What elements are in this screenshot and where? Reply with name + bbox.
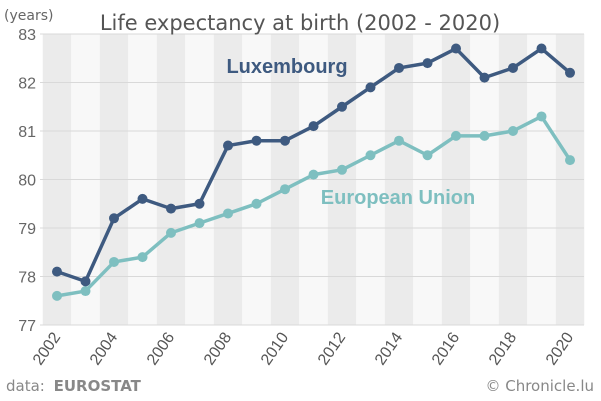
x-tick-label: 2014 <box>372 329 406 368</box>
data-source-name: EUROSTAT <box>54 377 142 395</box>
data-point-european-union <box>52 290 62 301</box>
x-tick-label: 2004 <box>87 329 121 368</box>
data-point-luxembourg <box>508 62 518 73</box>
series-points <box>52 43 575 301</box>
data-point-luxembourg <box>536 43 547 54</box>
data-point-european-union <box>109 256 119 267</box>
data-source-prefix: data: <box>6 377 45 395</box>
horizontal-gridlines <box>40 33 584 326</box>
data-point-european-union <box>137 252 148 263</box>
data-point-european-union <box>166 227 176 238</box>
data-point-european-union <box>536 111 547 122</box>
x-tick-label: 2008 <box>201 329 235 368</box>
y-tick-label: 78 <box>18 270 36 287</box>
data-point-luxembourg <box>80 276 91 287</box>
y-tick-label: 83 <box>18 27 36 44</box>
data-point-luxembourg <box>565 67 575 78</box>
credit-label: © Chronicle.lu <box>485 377 594 395</box>
data-point-european-union <box>337 164 347 175</box>
data-point-european-union <box>365 150 376 161</box>
y-axis-tick-labels: 77 78 79 80 81 82 83 <box>18 27 36 335</box>
data-point-european-union <box>223 208 233 219</box>
y-tick-label: 82 <box>18 76 36 93</box>
y-tick-label: 80 <box>18 173 36 190</box>
x-axis-tick-labels: 2002 2004 2006 2008 2010 2012 2014 2016 2018 2020 <box>30 329 577 368</box>
data-point-european-union <box>280 184 290 195</box>
data-point-luxembourg <box>109 213 119 224</box>
data-point-european-union <box>194 218 205 229</box>
data-point-luxembourg <box>422 58 433 69</box>
chart-title: Life expectancy at birth (2002 - 2020) <box>100 11 500 35</box>
data-source: data: EUROSTAT <box>6 377 142 395</box>
data-point-luxembourg <box>223 140 233 151</box>
series-label-luxembourg: Luxembourg <box>226 56 347 78</box>
data-point-luxembourg <box>52 266 62 277</box>
data-point-european-union <box>422 150 433 161</box>
data-point-european-union <box>451 130 461 141</box>
data-point-european-union <box>479 130 490 141</box>
x-tick-label: 2016 <box>429 329 463 368</box>
x-tick-label: 2018 <box>486 329 520 368</box>
data-point-luxembourg <box>137 193 148 204</box>
y-tick-label: 81 <box>18 124 36 141</box>
data-point-luxembourg <box>479 72 490 83</box>
data-point-european-union <box>565 155 575 166</box>
series-label-european-union: European Union <box>321 187 475 209</box>
data-point-luxembourg <box>280 135 290 146</box>
y-axis-unit-label: (years) <box>4 8 53 24</box>
data-point-european-union <box>508 126 518 136</box>
data-point-european-union <box>308 169 319 180</box>
data-point-european-union <box>80 286 91 297</box>
data-point-luxembourg <box>394 62 404 73</box>
data-point-luxembourg <box>365 82 376 93</box>
x-tick-label: 2002 <box>30 329 64 368</box>
data-point-luxembourg <box>308 121 319 132</box>
y-tick-label: 79 <box>18 221 36 238</box>
data-point-luxembourg <box>337 101 347 112</box>
y-tick-label: 77 <box>18 318 36 335</box>
data-point-luxembourg <box>251 135 262 146</box>
x-tick-label: 2010 <box>258 329 292 368</box>
x-tick-label: 2012 <box>315 329 349 368</box>
data-point-luxembourg <box>451 43 461 54</box>
x-tick-label: 2020 <box>543 329 577 368</box>
data-point-european-union <box>394 135 404 146</box>
data-point-european-union <box>251 198 262 209</box>
x-tick-label: 2006 <box>144 329 178 368</box>
data-point-luxembourg <box>194 198 205 209</box>
data-point-luxembourg <box>166 203 176 214</box>
